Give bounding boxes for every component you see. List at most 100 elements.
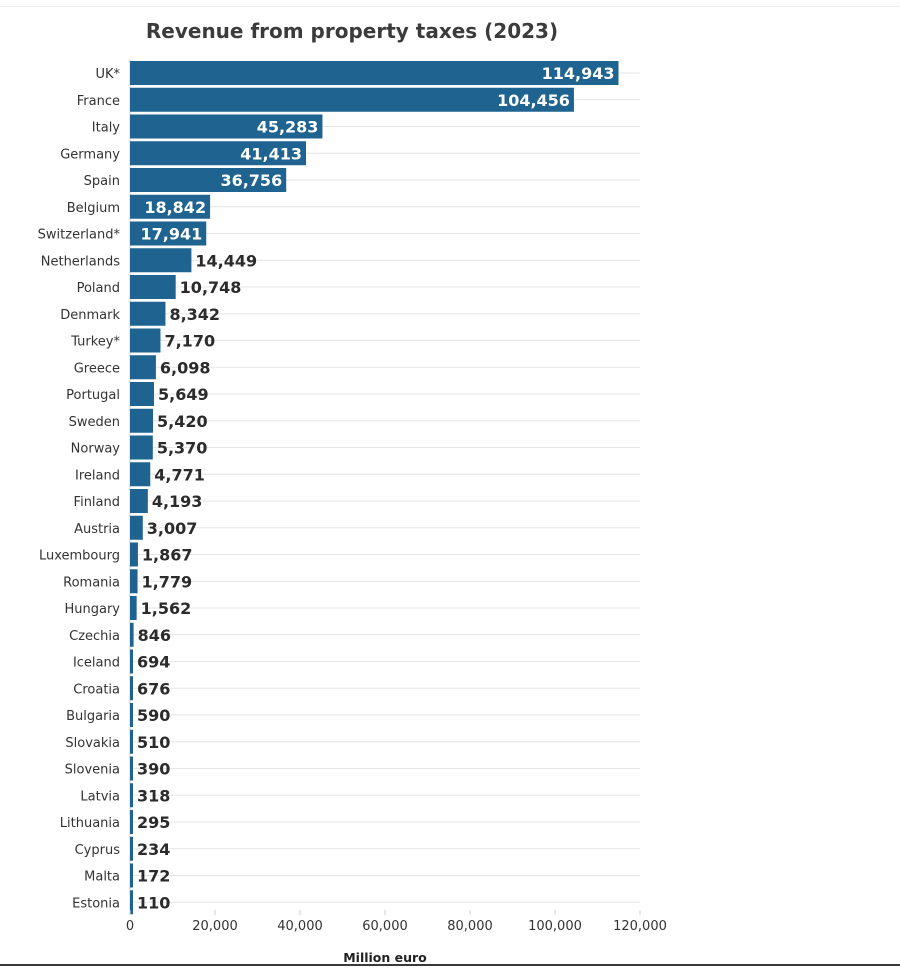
bar [130,114,323,139]
data-label: 6,098 [160,358,211,377]
bar [130,435,153,460]
category-label: Malta [84,870,120,885]
data-label: 110 [137,893,170,912]
data-label: 590 [137,706,170,725]
data-label: 1,779 [142,572,193,591]
data-label: 234 [137,840,170,859]
x-tick-label: 100,000 [528,919,582,934]
data-label: 390 [137,760,170,779]
category-label: Iceland [73,656,120,671]
bar [130,408,154,433]
category-label: Luxembourg [39,549,120,564]
data-label: 846 [138,626,171,645]
x-axis-ticks: 0 20,000 40,000 60,000 80,000 100,000 120,000 [126,910,667,934]
data-label: 41,413 [240,144,302,163]
data-label: 17,941 [140,225,202,244]
x-axis-label: Million euro [343,950,427,965]
data-label: 510 [137,733,170,752]
bar [130,649,133,674]
category-label: Portugal [66,388,120,403]
bar [130,382,155,406]
data-label: 7,170 [164,332,215,351]
data-label: 172 [137,867,170,886]
data-label: 5,649 [158,385,209,404]
bar [130,783,133,808]
data-label: 4,193 [152,492,203,511]
data-label: 114,943 [542,64,615,83]
category-label: Cyprus [75,843,121,858]
chart-title: Revenue from property taxes (2023) [146,19,558,43]
category-label: Bulgaria [66,709,120,724]
bottom-divider [0,964,900,966]
bar [130,462,151,487]
bar [130,61,619,85]
category-label: Denmark [60,308,120,323]
bar [130,596,137,620]
bar [130,703,133,727]
bar [130,756,133,781]
data-label: 295 [137,813,170,832]
category-label: Slovakia [65,736,120,751]
category-label: Romania [63,575,120,590]
bar [130,542,138,567]
bars: 114,943 104,456 45,283 41,413 36,756 18,842 17… [130,61,619,915]
bar [130,168,287,192]
data-label: 1,562 [141,599,192,618]
bar [130,248,192,273]
data-label: 10,748 [180,278,242,297]
bar [130,301,166,326]
category-label: Sweden [69,415,120,430]
category-label: Austria [74,522,120,537]
bar [130,355,156,380]
x-tick-label: 20,000 [192,919,238,934]
category-label: Slovenia [65,763,120,778]
category-label: Germany [60,147,120,162]
bar [130,141,307,166]
data-label: 45,283 [257,118,319,137]
data-label: 1,867 [142,546,193,565]
category-label: Spain [84,174,120,189]
data-label: 3,007 [147,519,198,538]
data-label: 5,370 [157,439,208,458]
category-label: Finland [74,495,120,510]
bar [130,328,161,353]
data-label: 36,756 [220,171,282,190]
bar [130,676,133,701]
category-label: Estonia [72,896,120,911]
category-label: Netherlands [41,254,120,269]
bar [130,863,133,888]
bar [130,836,133,861]
category-label: Poland [77,281,120,296]
category-label: Croatia [73,682,120,697]
x-tick-label: 40,000 [277,919,323,934]
data-label: 5,420 [157,412,208,431]
grid-lines [129,59,640,910]
bar [130,194,211,219]
bar [130,890,133,915]
bar [130,729,133,754]
bar [130,221,207,246]
x-tick-label: 0 [126,919,134,934]
data-label: 318 [137,786,170,805]
category-label: Lithuania [60,816,120,831]
category-label: Norway [71,442,121,457]
bar [130,622,134,647]
bar [130,489,148,513]
data-label: 14,449 [195,251,257,270]
x-tick-label: 120,000 [613,919,667,934]
category-label: Hungary [64,602,120,617]
category-label: Turkey* [70,335,120,350]
data-label: 694 [137,653,170,672]
data-label: 676 [137,679,170,698]
data-label: 4,771 [154,465,205,484]
category-label: Italy [92,121,121,136]
x-tick-label: 60,000 [362,919,408,934]
top-divider [0,6,900,7]
category-label: Ireland [75,468,120,483]
data-label: 8,342 [169,305,220,324]
category-label: UK* [95,67,120,82]
category-labels: UK* France Italy Germany Spain Belgium Switzer… [38,67,121,911]
x-tick-label: 80,000 [447,919,493,934]
bar [130,275,176,299]
